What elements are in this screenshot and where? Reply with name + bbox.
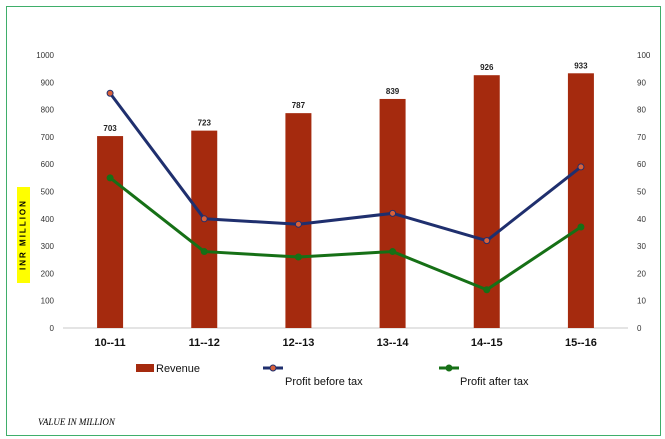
y-tick-label: 400 (41, 215, 55, 224)
footnote: VALUE IN MILLION (38, 417, 115, 427)
profit-after-tax-point (577, 223, 585, 231)
revenue-data-label: 839 (386, 87, 400, 96)
legend-label-revenue: Revenue (156, 363, 200, 375)
profit-after-tax-point (483, 286, 491, 294)
profit-after-tax-line (109, 176, 582, 292)
y2-tick-label: 90 (637, 78, 646, 87)
revenue-data-label: 723 (198, 119, 212, 128)
y-tick-label: 800 (41, 106, 55, 115)
revenue-bar (285, 113, 312, 328)
y-tick-label: 700 (41, 133, 55, 142)
revenue-bar (567, 73, 594, 328)
revenue-data-label: 926 (480, 63, 494, 72)
legend-label-profit-after-tax: Profit after tax (460, 376, 529, 388)
legend-marker-profit-before-tax (269, 364, 277, 372)
x-tick-label: 11--12 (189, 337, 220, 349)
x-tick-label: 10--11 (94, 337, 125, 349)
profit-lines (106, 89, 585, 294)
y-tick-label: 600 (41, 160, 55, 169)
legend-marker-profit-after-tax (445, 364, 453, 372)
profit-before-tax-point (483, 237, 491, 245)
y2-tick-label: 60 (637, 160, 646, 169)
y2-tick-label: 20 (637, 269, 646, 278)
y-axis-label-box: INR MILLION (17, 187, 30, 283)
x-tick-label: 13--14 (377, 337, 410, 349)
y2-tick-label: 50 (637, 188, 646, 197)
y-axis-label: INR MILLION (18, 199, 28, 270)
y2-tick-label: 0 (637, 324, 642, 333)
revenue-bar (97, 136, 124, 328)
profit-before-tax-point (389, 209, 397, 217)
legend-label-profit-before-tax: Profit before tax (285, 376, 363, 388)
revenue-data-label: 787 (292, 101, 306, 110)
revenue-data-label: 933 (574, 61, 588, 70)
y-tick-label: 200 (41, 269, 55, 278)
profit-after-tax-point (294, 253, 302, 261)
y2-tick-label: 70 (637, 133, 646, 142)
y-tick-label: 0 (50, 324, 55, 333)
chart-frame (6, 6, 661, 436)
y-tick-label: 100 (41, 297, 55, 306)
profit-after-tax-point (389, 248, 397, 256)
y2-tick-label: 80 (637, 106, 646, 115)
profit-before-tax-line (108, 92, 582, 243)
profit-after-tax-point (106, 174, 114, 182)
x-tick-label: 15--16 (565, 337, 597, 349)
revenue-bars: 703 723 787 839 926 933 (97, 61, 594, 329)
profit-before-tax-point (294, 220, 302, 228)
chart-axes: 0 100 200 300 400 500 600 700 800 900 1000 0 10 20 30 4… (36, 51, 651, 349)
y2-tick-label: 30 (637, 242, 646, 251)
revenue-data-label: 703 (103, 124, 117, 133)
profit-before-tax-point (577, 163, 585, 171)
y-tick-label: 900 (41, 78, 55, 87)
legend-swatch-revenue (136, 364, 154, 372)
y2-tick-label: 100 (637, 51, 651, 60)
revenue-bar (191, 130, 218, 328)
y-tick-label: 500 (41, 188, 55, 197)
profit-after-tax-point (200, 248, 208, 256)
y2-tick-label: 40 (637, 215, 646, 224)
chart-legend: Revenue Profit before tax Profit after tax (136, 363, 529, 388)
x-tick-label: 12--13 (283, 337, 315, 349)
y-tick-label: 300 (41, 242, 55, 251)
y-tick-label: 1000 (36, 51, 54, 60)
x-tick-label: 14--15 (471, 337, 503, 349)
profit-before-tax-point (200, 215, 208, 223)
y2-tick-label: 10 (637, 297, 646, 306)
profit-before-tax-point (106, 89, 114, 97)
